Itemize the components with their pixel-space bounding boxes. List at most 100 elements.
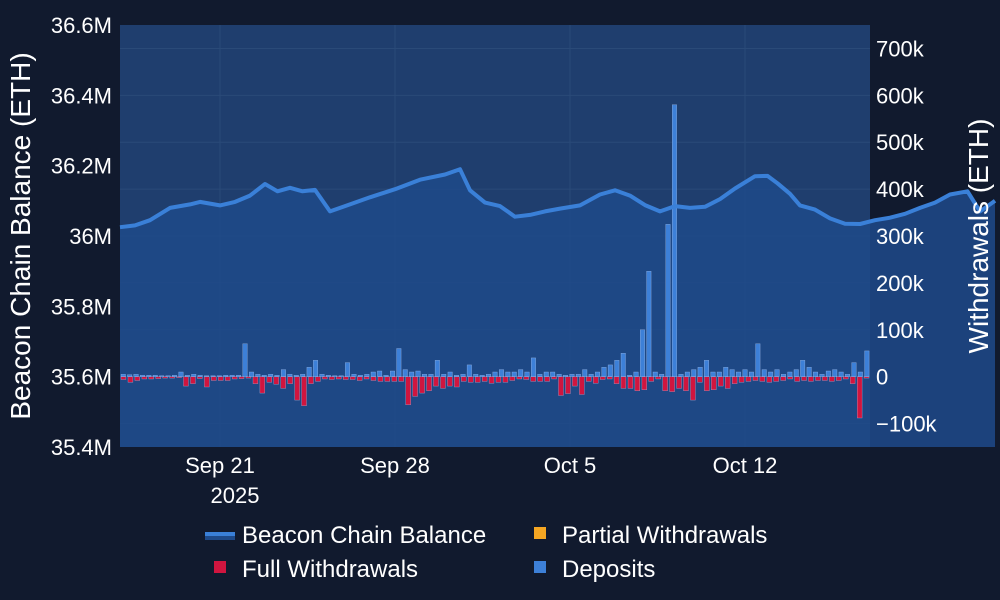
deposit-bar xyxy=(319,374,325,377)
deposit-bar xyxy=(697,367,703,377)
deposit-bar xyxy=(851,362,857,377)
full-withdrawal-bar xyxy=(537,376,543,382)
deposit-bar xyxy=(729,369,735,377)
full-withdrawal-bar xyxy=(627,376,634,389)
legend-area-icon xyxy=(205,536,235,540)
deposit-bar xyxy=(255,374,261,377)
deposit-bar xyxy=(601,367,607,377)
full-withdrawal-bar xyxy=(697,376,703,383)
full-withdrawal-bar xyxy=(218,376,224,381)
deposit-bar xyxy=(607,364,613,377)
deposit-bar xyxy=(466,364,472,377)
full-withdrawal-bar xyxy=(822,376,828,381)
full-withdrawal-bar xyxy=(343,376,349,380)
legend-square-icon xyxy=(534,527,546,539)
deposit-bar xyxy=(691,369,697,377)
left-tick-label: 36.4M xyxy=(51,83,112,108)
full-withdrawal-bar xyxy=(127,376,134,383)
deposit-bar xyxy=(460,374,466,377)
deposit-bar xyxy=(620,353,626,377)
full-withdrawal-bar xyxy=(704,376,710,392)
full-withdrawal-bar xyxy=(482,376,488,382)
full-withdrawal-bar xyxy=(843,376,849,380)
deposit-bar xyxy=(287,374,293,377)
deposit-bar xyxy=(261,375,267,377)
deposit-bar xyxy=(197,375,203,377)
full-withdrawal-bar xyxy=(565,376,571,394)
full-withdrawal-bar xyxy=(301,376,307,407)
full-withdrawal-bar xyxy=(725,376,731,389)
full-withdrawal-bar xyxy=(857,376,863,419)
full-withdrawal-bar xyxy=(836,376,842,381)
deposit-bar xyxy=(351,374,357,377)
full-withdrawal-bar xyxy=(273,376,279,385)
right-tick-label: 100k xyxy=(876,318,925,343)
deposit-bar xyxy=(678,374,684,377)
full-withdrawal-bar xyxy=(377,376,384,382)
deposit-bar xyxy=(191,374,197,377)
right-tick-label: −100k xyxy=(876,412,938,437)
deposit-bar xyxy=(582,369,588,377)
left-tick-label: 36.6M xyxy=(51,13,112,38)
deposit-bar xyxy=(236,375,242,377)
deposit-bar xyxy=(216,375,222,377)
deposit-bar xyxy=(800,360,806,377)
deposit-bar xyxy=(428,374,434,377)
deposit-bar xyxy=(742,369,748,377)
left-tick-label: 35.4M xyxy=(51,435,112,460)
deposit-bar xyxy=(524,371,530,377)
deposit-bar xyxy=(415,370,421,377)
full-withdrawal-bar xyxy=(294,376,300,401)
deposit-bar xyxy=(165,375,171,377)
deposit-bar xyxy=(813,371,818,377)
deposit-bar xyxy=(511,371,517,377)
full-withdrawal-bar xyxy=(245,376,252,379)
full-withdrawal-bar xyxy=(579,376,585,395)
deposit-bar xyxy=(390,370,395,377)
deposit-bar xyxy=(704,360,709,377)
deposit-bar xyxy=(364,374,370,377)
full-withdrawal-bar xyxy=(440,376,446,389)
deposit-bar xyxy=(332,375,338,377)
full-withdrawal-bar xyxy=(308,376,314,384)
full-withdrawal-bar xyxy=(572,376,578,387)
full-withdrawal-bar xyxy=(224,376,231,381)
full-withdrawal-bar xyxy=(676,376,682,389)
legend-square-icon xyxy=(214,561,226,573)
deposit-bar xyxy=(716,371,722,377)
deposit-bar xyxy=(710,371,716,377)
x-tick-label: Oct 5 xyxy=(544,453,597,478)
deposit-bar xyxy=(127,374,133,377)
deposit-bar xyxy=(774,369,780,377)
full-withdrawal-bar xyxy=(287,376,293,384)
full-withdrawal-bar xyxy=(134,376,140,381)
full-withdrawal-bar xyxy=(711,376,717,391)
full-withdrawal-bar xyxy=(357,376,363,381)
full-withdrawal-bar xyxy=(363,376,370,380)
full-withdrawal-bar xyxy=(502,376,509,383)
deposit-bar xyxy=(159,375,165,377)
full-withdrawal-bar xyxy=(607,376,613,380)
full-withdrawal-bar xyxy=(336,376,342,380)
deposit-bar xyxy=(684,371,690,377)
deposit-bar xyxy=(345,362,350,377)
deposit-bar xyxy=(659,374,665,377)
full-withdrawal-bar xyxy=(759,376,766,382)
deposit-bar xyxy=(184,375,190,377)
right-tick-label: 300k xyxy=(876,224,925,249)
full-withdrawal-bar xyxy=(509,376,515,381)
full-withdrawal-bar xyxy=(863,376,870,379)
right-tick-label: 600k xyxy=(876,83,925,108)
full-withdrawal-bar xyxy=(718,376,724,387)
deposit-bar xyxy=(832,369,838,377)
deposit-bar xyxy=(518,369,524,377)
deposit-bar xyxy=(473,374,479,377)
full-withdrawal-bar xyxy=(329,376,335,380)
full-withdrawal-bar xyxy=(732,376,738,384)
full-withdrawal-bar xyxy=(391,376,397,382)
deposit-bar xyxy=(139,375,145,377)
deposit-bar xyxy=(761,369,767,377)
deposit-bar xyxy=(377,370,383,377)
deposit-bar xyxy=(479,375,485,377)
